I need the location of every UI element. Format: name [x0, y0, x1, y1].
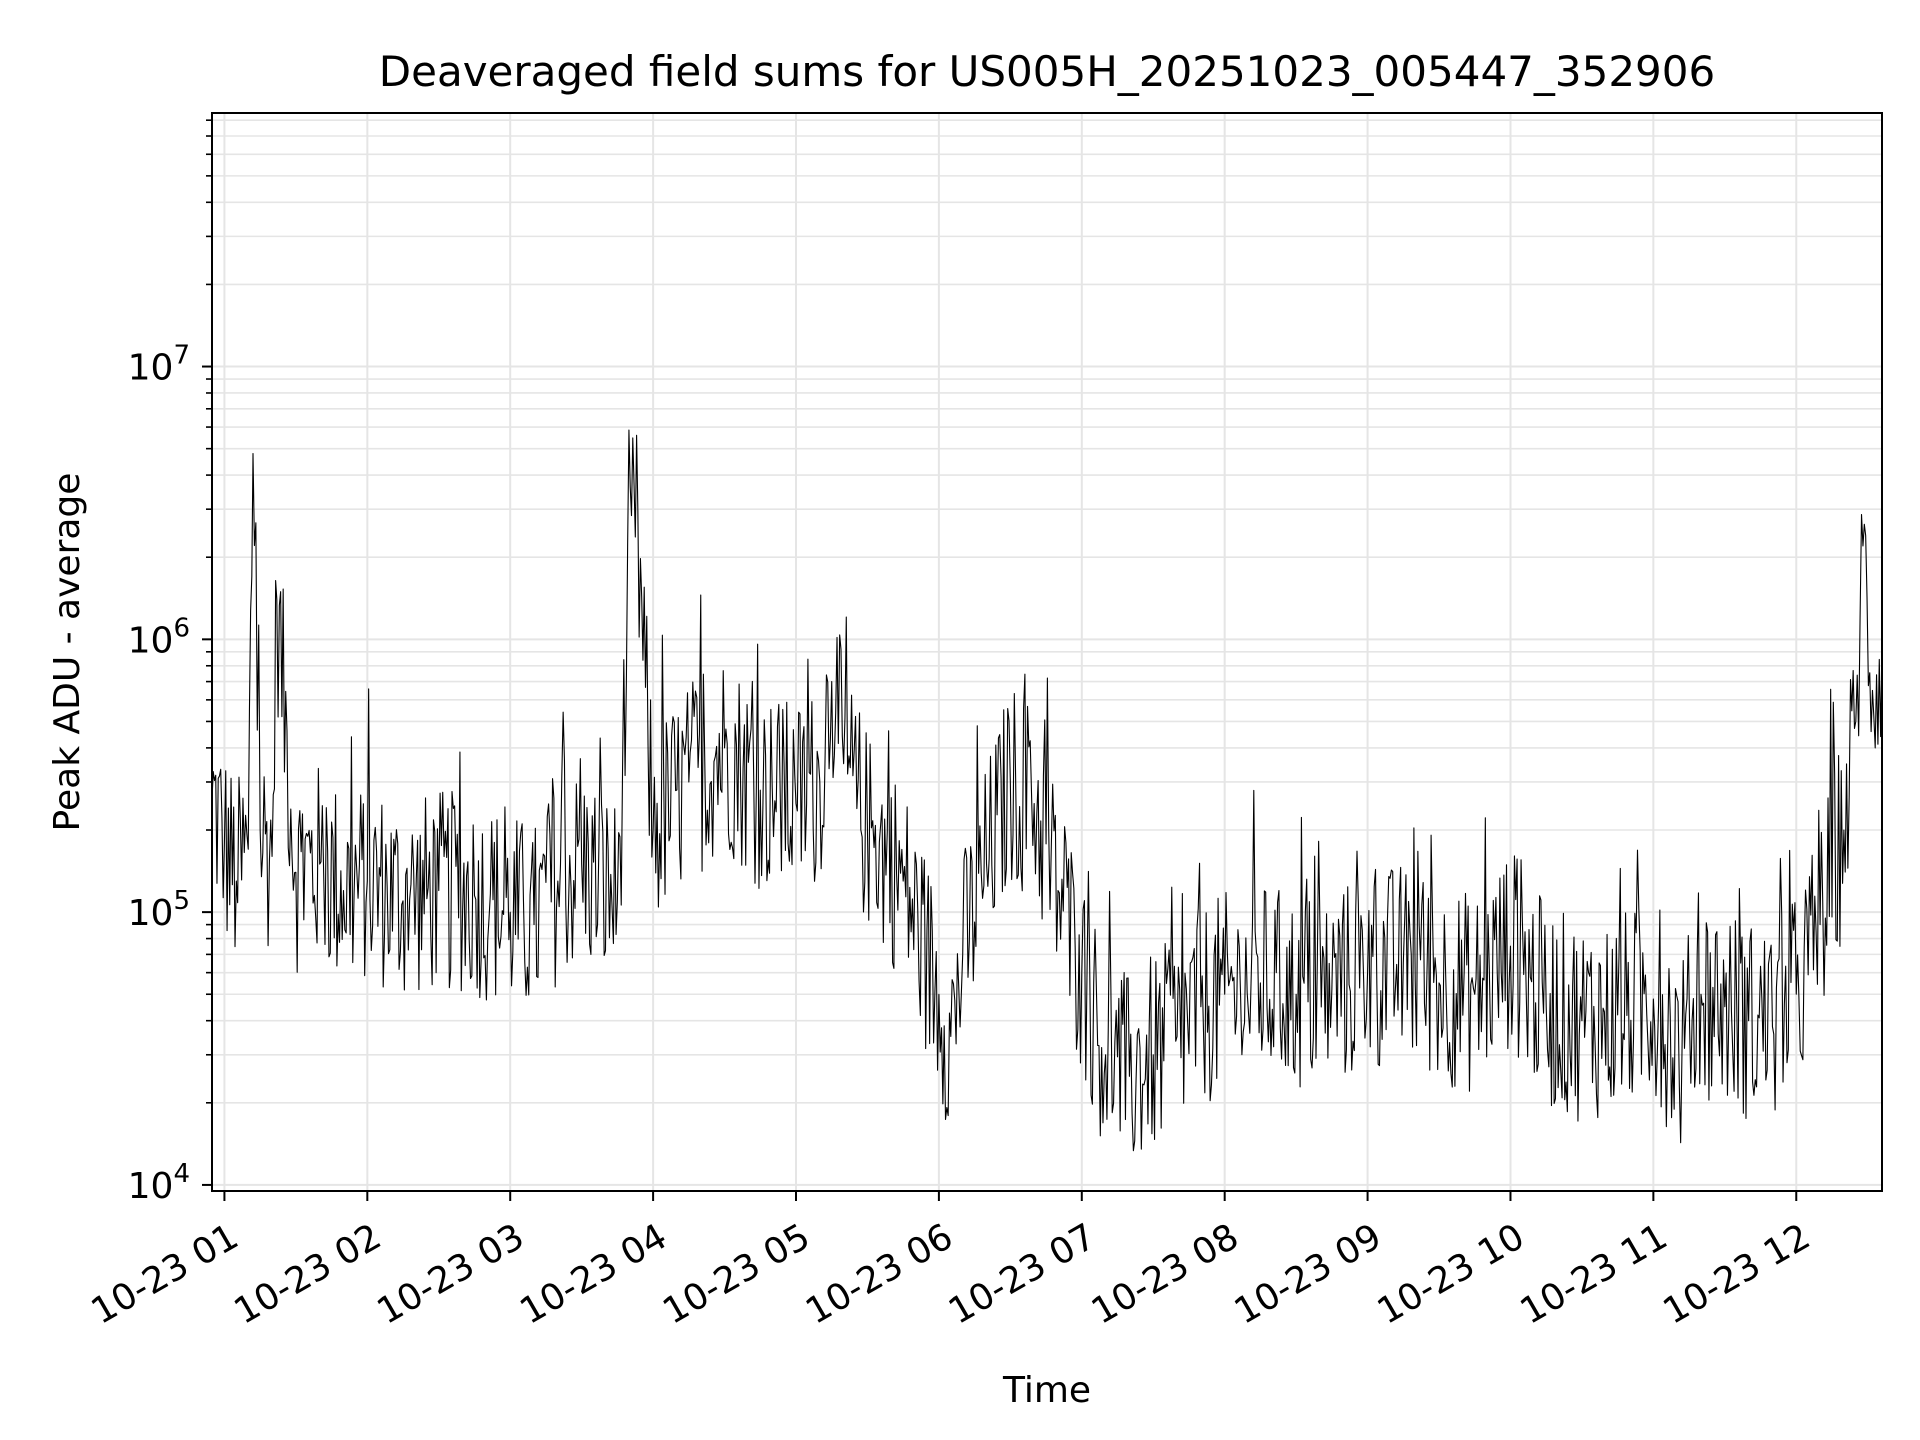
- y-tick-label: 107: [128, 341, 190, 389]
- plot-area: [212, 429, 1882, 1152]
- x-axis-label: Time: [1002, 1370, 1091, 1411]
- chart-title: Deaveraged field sums for US005H_2025102…: [379, 47, 1715, 96]
- series-line: [212, 429, 1882, 1152]
- y-axis: 104 105 106 107: [128, 119, 212, 1207]
- y-axis-label: Peak ADU - average: [47, 473, 88, 832]
- y-tick-label: 105: [128, 886, 190, 934]
- y-tick-label: 106: [128, 613, 190, 661]
- y-tick-label: 104: [128, 1159, 190, 1207]
